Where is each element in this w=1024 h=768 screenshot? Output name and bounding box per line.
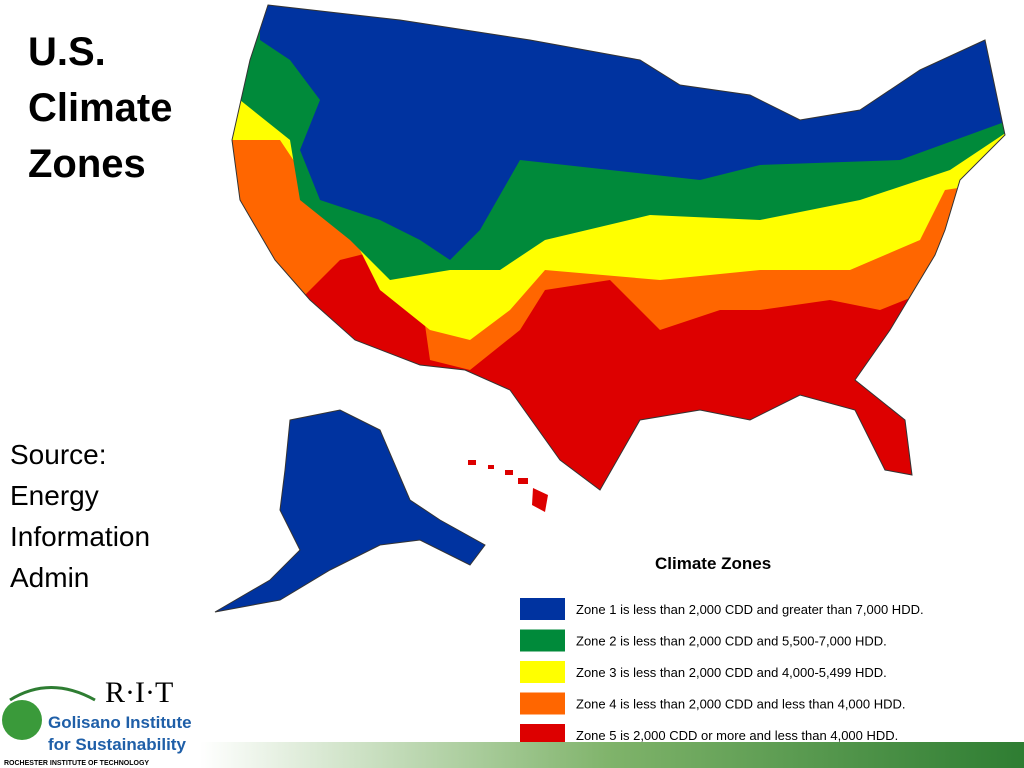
- logo-name-1: Golisano Institute: [48, 713, 192, 732]
- legend-label: Zone 4 is less than 2,000 CDD and less t…: [576, 697, 906, 712]
- legend-swatch: [520, 629, 565, 652]
- legend-label: Zone 5 is 2,000 CDD or more and less tha…: [576, 728, 898, 743]
- legend-title: Climate Zones: [655, 554, 771, 573]
- footer-bar: [200, 742, 1024, 768]
- legend-swatch: [520, 661, 565, 683]
- legend-label: Zone 3 is less than 2,000 CDD and 4,000-…: [576, 665, 887, 680]
- legend: Zone 1 is less than 2,000 CDD and greate…: [520, 598, 924, 746]
- logo-swoosh: [9, 686, 96, 702]
- logo-school: ROCHESTER INSTITUTE OF TECHNOLOGY: [4, 760, 149, 767]
- legend-swatch: [520, 692, 565, 715]
- legend-swatch: [520, 724, 565, 746]
- title: U.S. Climate Zones: [28, 30, 173, 186]
- logo-globe: [2, 700, 42, 740]
- logo-name-2: for Sustainability: [48, 735, 186, 754]
- legend-label: Zone 2 is less than 2,000 CDD and 5,500-…: [576, 634, 887, 649]
- logo-mark: R·I·T: [105, 676, 173, 709]
- alaska: [214, 409, 486, 613]
- source: Source: Energy Information Admin: [10, 439, 151, 593]
- legend-swatch: [520, 598, 565, 620]
- hawaii: [468, 460, 548, 512]
- legend-label: Zone 1 is less than 2,000 CDD and greate…: [576, 602, 924, 617]
